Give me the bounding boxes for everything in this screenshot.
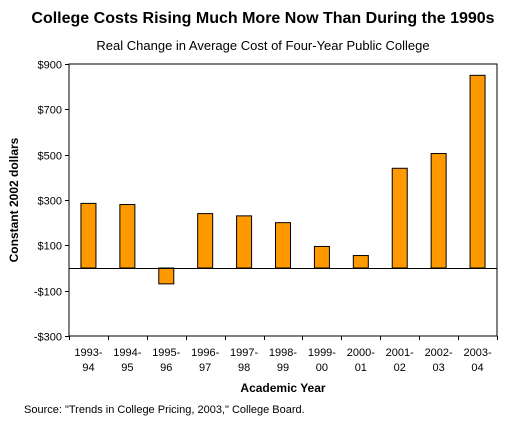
y-tick-label: -$100 bbox=[34, 287, 62, 299]
x-tick-label-line2: 96 bbox=[160, 362, 172, 374]
y-tick-label: $900 bbox=[38, 60, 62, 72]
bar bbox=[275, 222, 291, 269]
y-tick-label: -$300 bbox=[34, 332, 62, 344]
x-tick-label-line1: 1995- bbox=[152, 347, 180, 359]
x-tick-label-line1: 2000- bbox=[347, 347, 375, 359]
x-tick-label-line2: 03 bbox=[433, 362, 445, 374]
bar bbox=[391, 167, 408, 269]
x-tick-label-line2: 00 bbox=[316, 362, 328, 374]
y-tick-label: $500 bbox=[38, 151, 62, 163]
x-tick-label-line1: 2001- bbox=[386, 347, 414, 359]
bar bbox=[352, 255, 369, 269]
x-tick-label-line1: 1994- bbox=[113, 347, 141, 359]
bar bbox=[119, 204, 136, 269]
bar bbox=[469, 74, 486, 269]
y-tick-label: $100 bbox=[38, 241, 62, 253]
x-tick-label-line2: 98 bbox=[238, 362, 250, 374]
x-tick-label-line2: 99 bbox=[277, 362, 289, 374]
x-tick-label-line2: 95 bbox=[121, 362, 133, 374]
chart-subtitle: Real Change in Average Cost of Four-Year… bbox=[96, 38, 430, 53]
x-tick-label-line2: 94 bbox=[82, 362, 94, 374]
x-tick-label-line1: 1993- bbox=[74, 347, 102, 359]
y-tick-label: $700 bbox=[38, 105, 62, 117]
bar bbox=[80, 202, 97, 269]
x-tick-label-line2: 97 bbox=[199, 362, 211, 374]
x-tick-label-line1: 1997- bbox=[230, 347, 258, 359]
y-tick-label: $300 bbox=[38, 196, 62, 208]
bar bbox=[313, 245, 330, 269]
chart-title: College Costs Rising Much More Now Than … bbox=[31, 10, 495, 27]
plot-frame bbox=[68, 63, 498, 337]
source-note: Source: "Trends in College Pricing, 2003… bbox=[24, 404, 305, 416]
x-tick-label-line1: 1996- bbox=[191, 347, 219, 359]
bar bbox=[430, 153, 447, 269]
x-tick-label-line2: 04 bbox=[471, 362, 483, 374]
bar bbox=[197, 213, 214, 269]
x-tick-label-line1: 1999- bbox=[308, 347, 336, 359]
x-axis-label: Academic Year bbox=[240, 381, 326, 395]
x-tick-label-line1: 2002- bbox=[425, 347, 453, 359]
bar bbox=[236, 215, 253, 269]
x-tick-label-line1: 2003- bbox=[463, 347, 491, 359]
x-tick-label-line2: 02 bbox=[394, 362, 406, 374]
bar bbox=[158, 267, 175, 285]
x-tick-label-line1: 1998- bbox=[269, 347, 297, 359]
x-tick-label-line2: 01 bbox=[355, 362, 367, 374]
